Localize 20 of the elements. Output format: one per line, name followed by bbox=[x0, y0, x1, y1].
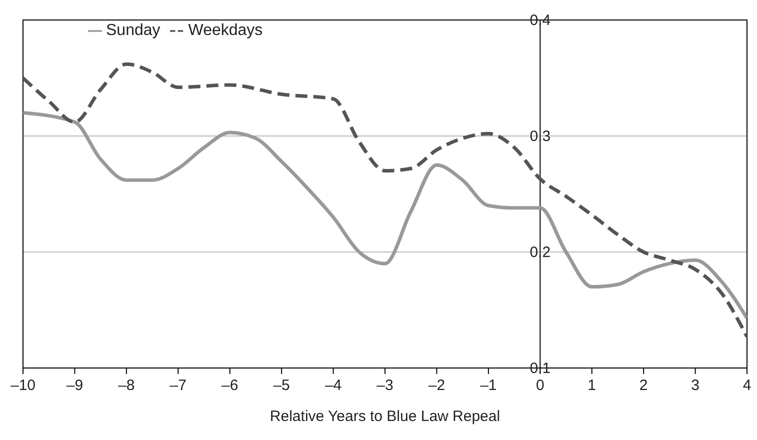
x-tick-label: 2 bbox=[639, 377, 648, 394]
x-tick-label: –6 bbox=[222, 377, 238, 394]
x-tick-label: 1 bbox=[588, 377, 596, 394]
x-tick-label: –9 bbox=[66, 377, 84, 394]
x-tick-label: –5 bbox=[273, 377, 290, 394]
line-series bbox=[23, 111, 747, 320]
legend-label: Sunday bbox=[106, 22, 160, 39]
x-tick-label: 3 bbox=[691, 377, 700, 394]
x-tick-label: –3 bbox=[376, 377, 394, 394]
x-tick-label: –4 bbox=[324, 377, 342, 394]
x-tick-label: –1 bbox=[480, 377, 497, 394]
legend-label: Weekdays bbox=[188, 22, 263, 39]
x-tick-label: –2 bbox=[428, 377, 446, 394]
x-tick-label: 0 bbox=[536, 377, 544, 394]
line-series bbox=[23, 62, 747, 338]
x-tick-label: 4 bbox=[742, 377, 752, 394]
x-tick-label: –8 bbox=[118, 377, 135, 394]
x-tick-label: –10 bbox=[10, 377, 36, 394]
x-axis-title: Relative Years to Blue Law Repeal bbox=[270, 408, 500, 425]
x-tick-label: –7 bbox=[170, 377, 186, 394]
